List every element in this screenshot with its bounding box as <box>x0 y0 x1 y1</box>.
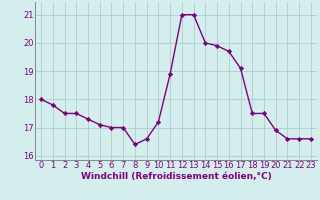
X-axis label: Windchill (Refroidissement éolien,°C): Windchill (Refroidissement éolien,°C) <box>81 172 271 181</box>
